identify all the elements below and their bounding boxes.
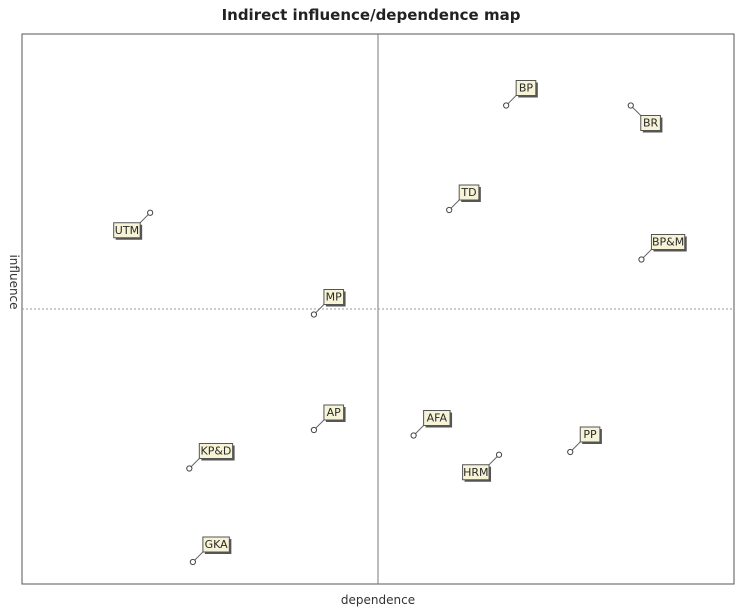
data-point-marker bbox=[627, 102, 634, 109]
data-point-marker bbox=[410, 432, 417, 439]
data-points: BP BR TD BP&M UTM MP AP AFA PP HRM KP&D GKA bbox=[113, 80, 687, 566]
data-point-marker bbox=[186, 465, 193, 472]
chart-title: Indirect influence/dependence map bbox=[222, 6, 521, 24]
point-br: BR bbox=[627, 102, 663, 133]
label-box bbox=[423, 410, 451, 426]
point-label: KP&D bbox=[201, 445, 232, 458]
point-utm: UTM bbox=[113, 209, 154, 240]
point-gka: GKA bbox=[189, 536, 232, 566]
label-box bbox=[458, 184, 480, 201]
y-axis-label: influence bbox=[7, 254, 21, 309]
point-pp: PP bbox=[567, 426, 602, 456]
point-td: TD bbox=[446, 184, 481, 214]
point-ap: AP bbox=[310, 404, 346, 434]
label-box bbox=[515, 80, 537, 96]
x-axis-label: dependence bbox=[341, 593, 415, 607]
data-point-marker bbox=[567, 448, 574, 456]
label-box bbox=[323, 404, 345, 421]
point-kp-d: KP&D bbox=[186, 443, 235, 472]
point-afa: AFA bbox=[410, 410, 453, 439]
point-label: HRM bbox=[463, 466, 488, 479]
label-box bbox=[198, 443, 234, 459]
point-label: PP bbox=[583, 428, 597, 441]
point-label: AFA bbox=[427, 412, 448, 425]
point-label: TD bbox=[460, 186, 476, 199]
label-box bbox=[462, 464, 490, 481]
data-point-marker bbox=[310, 426, 318, 434]
point-mp: MP bbox=[310, 289, 346, 318]
data-point-marker bbox=[495, 451, 503, 458]
point-label: MP bbox=[326, 291, 342, 304]
point-label: UTM bbox=[115, 224, 139, 237]
data-point-marker bbox=[189, 558, 196, 566]
label-box bbox=[640, 115, 661, 131]
point-bp-m: BP&M bbox=[638, 234, 687, 263]
point-label: BP&M bbox=[652, 236, 684, 249]
label-box bbox=[113, 222, 141, 239]
point-label: AP bbox=[327, 406, 342, 419]
point-label: GKA bbox=[205, 538, 229, 551]
data-point-marker bbox=[638, 256, 645, 263]
label-box bbox=[650, 234, 686, 250]
data-point-marker bbox=[310, 311, 318, 318]
point-label: BR bbox=[643, 117, 659, 130]
label-box bbox=[202, 536, 230, 553]
point-hrm: HRM bbox=[462, 451, 503, 482]
label-box bbox=[323, 289, 345, 305]
data-point-marker bbox=[446, 206, 453, 214]
point-label: BP bbox=[519, 82, 534, 95]
data-point-marker bbox=[503, 102, 510, 109]
point-bp: BP bbox=[503, 80, 538, 109]
label-box bbox=[579, 426, 601, 443]
data-point-marker bbox=[147, 209, 154, 216]
